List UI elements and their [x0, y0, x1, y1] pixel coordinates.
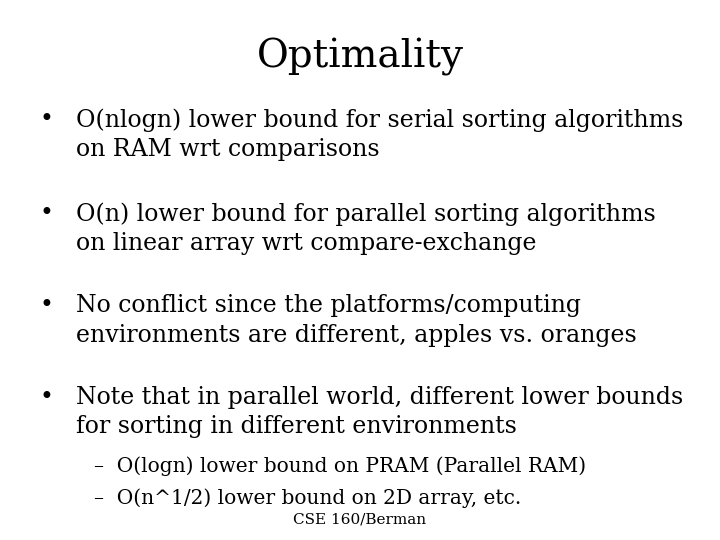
Text: •: • — [40, 386, 53, 409]
Text: •: • — [40, 108, 53, 131]
Text: Optimality: Optimality — [256, 38, 464, 76]
Text: •: • — [40, 294, 53, 318]
Text: CSE 160/Berman: CSE 160/Berman — [294, 512, 426, 526]
Text: –  O(logn) lower bound on PRAM (Parallel RAM): – O(logn) lower bound on PRAM (Parallel … — [94, 456, 586, 476]
Text: O(nlogn) lower bound for serial sorting algorithms
on RAM wrt comparisons: O(nlogn) lower bound for serial sorting … — [76, 108, 683, 161]
Text: No conflict since the platforms/computing
environments are different, apples vs.: No conflict since the platforms/computin… — [76, 294, 636, 347]
Text: Note that in parallel world, different lower bounds
for sorting in different env: Note that in parallel world, different l… — [76, 386, 683, 438]
Text: •: • — [40, 202, 53, 226]
Text: O(n) lower bound for parallel sorting algorithms
on linear array wrt compare-exc: O(n) lower bound for parallel sorting al… — [76, 202, 655, 255]
Text: –  O(n^1/2) lower bound on 2D array, etc.: – O(n^1/2) lower bound on 2D array, etc. — [94, 489, 521, 508]
